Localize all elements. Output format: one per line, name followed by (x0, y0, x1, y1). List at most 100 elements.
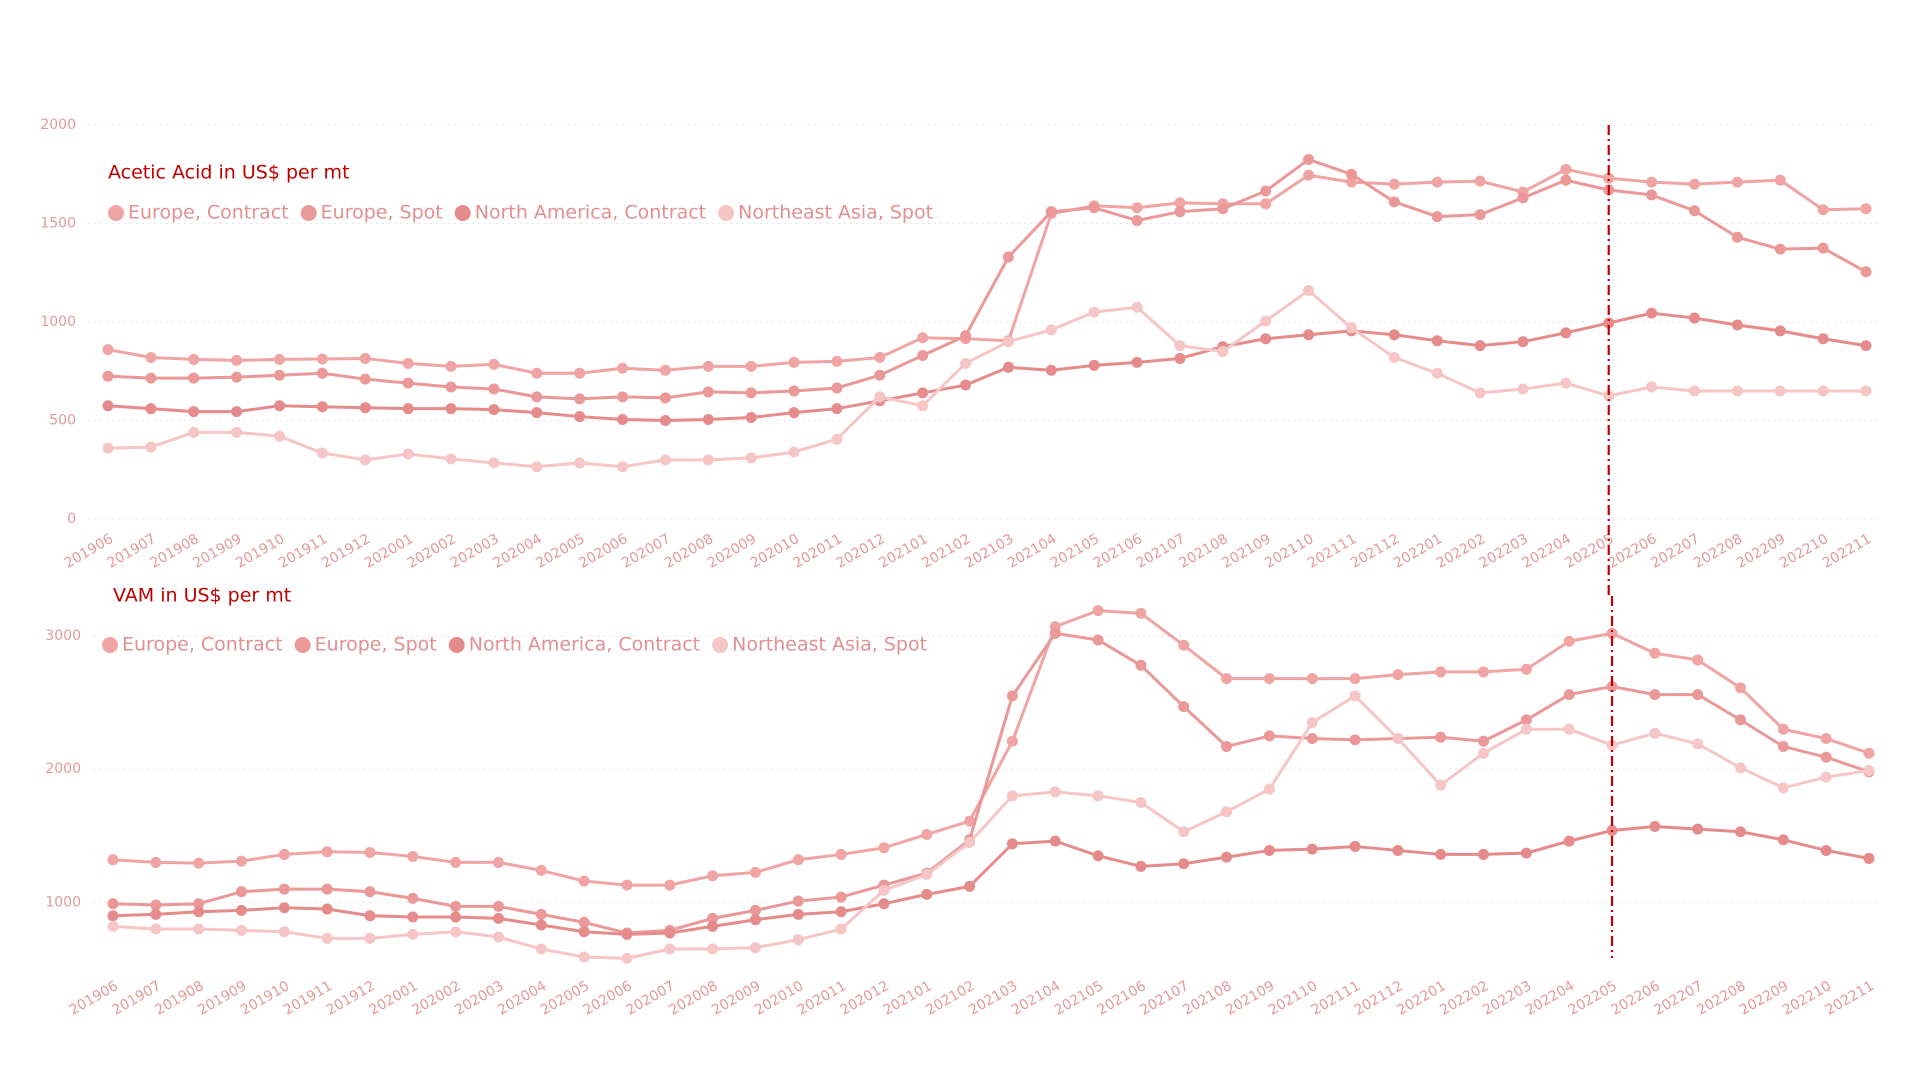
data-point (788, 407, 800, 419)
series-line (112, 631, 1870, 935)
data-point (1517, 192, 1529, 204)
x-tick-label: 202210 (1777, 531, 1831, 572)
data-point (450, 856, 462, 868)
data-point (1092, 850, 1104, 862)
data-point (664, 879, 676, 891)
data-point (578, 875, 590, 887)
y-tick-label: 1000 (45, 894, 81, 910)
data-point (659, 454, 671, 466)
data-point (1178, 858, 1190, 870)
data-point (1474, 387, 1486, 399)
data-point (1088, 306, 1100, 318)
x-tick-label: 202101 (880, 978, 934, 1019)
data-point (321, 846, 333, 858)
legend-marker (300, 205, 317, 221)
data-point (535, 908, 547, 920)
data-point (1606, 681, 1618, 693)
data-point (402, 448, 414, 460)
data-point (1260, 333, 1272, 345)
series-line (112, 609, 1870, 887)
data-point (359, 402, 371, 414)
data-point (1260, 315, 1272, 327)
data-point (1646, 381, 1658, 393)
data-point (488, 358, 500, 370)
data-point (617, 362, 629, 374)
x-tick-label: 202003 (448, 531, 502, 572)
data-point (1303, 284, 1315, 296)
data-point (1478, 735, 1490, 747)
data-point (1860, 340, 1872, 352)
data-point (917, 332, 929, 344)
data-point (145, 441, 157, 453)
data-point (960, 357, 972, 369)
x-tick-label: 202201 (1394, 978, 1448, 1019)
data-point (1560, 174, 1572, 186)
data-point (878, 898, 890, 910)
data-point (621, 928, 633, 940)
data-point (1560, 163, 1572, 175)
data-point (364, 846, 376, 858)
x-tick-label: 202002 (405, 531, 459, 572)
data-point (792, 895, 804, 907)
data-point (492, 900, 504, 912)
data-point (1688, 205, 1700, 217)
x-tick-label: 202108 (1177, 531, 1231, 572)
data-point (1006, 790, 1018, 802)
data-point (1263, 730, 1275, 742)
data-point (1435, 848, 1447, 860)
x-tick-label: 201908 (147, 531, 201, 572)
data-point (621, 952, 633, 964)
data-point (1303, 169, 1315, 181)
data-point (1603, 390, 1615, 402)
data-point (1774, 174, 1786, 186)
data-point (707, 920, 719, 932)
data-point (1646, 307, 1658, 319)
x-tick-label: 202203 (1477, 531, 1531, 572)
data-point (1178, 701, 1190, 713)
data-point (235, 855, 247, 867)
legend-label: Europe, Contract (128, 202, 289, 224)
data-point (702, 414, 714, 426)
data-point (1777, 834, 1789, 846)
data-point (1820, 733, 1832, 745)
data-point (745, 360, 757, 372)
data-point (1860, 266, 1872, 278)
data-point (278, 926, 290, 938)
data-point (792, 854, 804, 866)
data-point (1092, 634, 1104, 646)
x-tick-label: 202009 (709, 978, 763, 1019)
x-tick-label: 202211 (1823, 978, 1877, 1019)
data-point (231, 371, 243, 383)
data-point (1692, 689, 1704, 701)
data-point (1649, 820, 1661, 832)
x-tick-label: 202003 (452, 978, 506, 1019)
data-point (145, 372, 157, 384)
x-tick-label: 202102 (923, 978, 977, 1019)
data-point (1221, 806, 1233, 818)
data-point (364, 910, 376, 922)
data-point (1088, 359, 1100, 371)
data-point (1392, 733, 1404, 745)
data-point (749, 942, 761, 954)
data-point (707, 912, 719, 924)
data-point (1688, 385, 1700, 397)
data-point (488, 404, 500, 416)
legend-label: Northeast Asia, Spot (738, 202, 933, 224)
data-point (574, 457, 586, 469)
data-point (1603, 172, 1615, 184)
data-point (1263, 783, 1275, 795)
data-point (1563, 635, 1575, 647)
x-tick-label: 202208 (1691, 531, 1745, 572)
data-point (107, 898, 119, 910)
data-point (535, 919, 547, 931)
data-point (1520, 723, 1532, 735)
x-tick-label: 202209 (1734, 531, 1788, 572)
data-point (1817, 333, 1829, 345)
data-point (1345, 322, 1357, 334)
data-point (1221, 741, 1233, 753)
data-point (1135, 796, 1147, 808)
data-point (1560, 327, 1572, 339)
data-point (150, 899, 162, 911)
data-point (1306, 733, 1318, 745)
x-tick-label: 202005 (533, 531, 587, 572)
